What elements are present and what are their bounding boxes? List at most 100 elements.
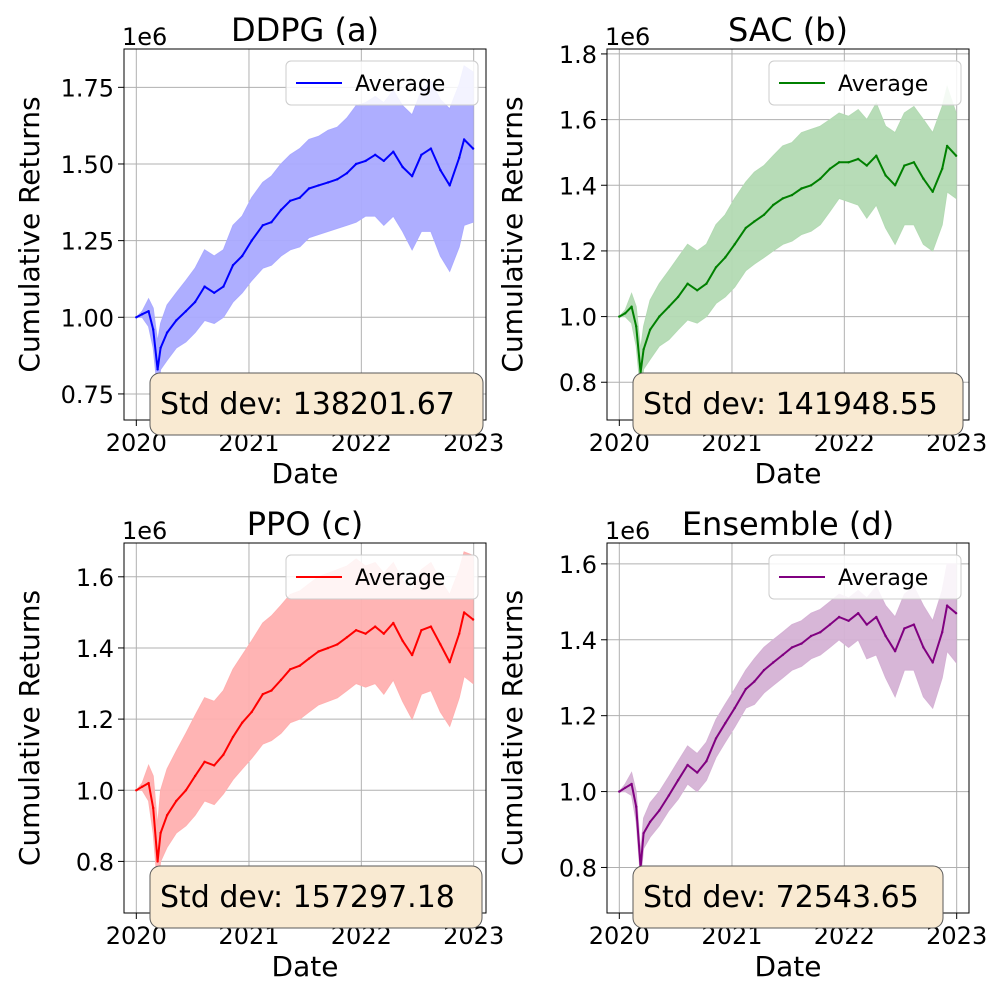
std-band bbox=[135, 65, 474, 391]
data-point bbox=[733, 243, 736, 246]
data-point bbox=[307, 657, 311, 660]
data-point bbox=[903, 627, 906, 630]
data-point bbox=[147, 781, 150, 785]
annotation-text: Std dev: 157297.18 bbox=[160, 880, 455, 915]
data-point bbox=[364, 159, 367, 163]
data-point bbox=[448, 661, 451, 664]
data-point bbox=[141, 785, 144, 788]
data-point bbox=[152, 328, 155, 331]
std-dev-annotation: Std dev: 138201.67 bbox=[149, 372, 484, 436]
data-point bbox=[241, 254, 244, 258]
data-point bbox=[317, 650, 320, 653]
y-tick-label: 1.0 bbox=[559, 779, 597, 807]
chart-title: DDPG (a) bbox=[231, 11, 379, 49]
data-point bbox=[931, 190, 934, 193]
y-tick-label: 1.2 bbox=[559, 238, 597, 266]
y-tick-label: 1.2 bbox=[559, 703, 597, 731]
annotation-box bbox=[149, 372, 484, 436]
data-point bbox=[912, 623, 916, 626]
y-tick-label: 1.4 bbox=[559, 172, 597, 200]
data-point bbox=[790, 646, 794, 649]
data-point bbox=[819, 631, 822, 634]
legend: Average bbox=[768, 60, 962, 106]
data-point bbox=[893, 184, 897, 187]
data-point bbox=[439, 643, 442, 646]
data-point bbox=[458, 156, 461, 159]
data-point bbox=[724, 256, 727, 259]
data-point bbox=[658, 315, 661, 318]
offset-text: 1e6 bbox=[605, 517, 650, 545]
data-point bbox=[147, 310, 150, 313]
data-point bbox=[410, 175, 414, 178]
data-point bbox=[354, 629, 358, 632]
data-point bbox=[809, 634, 813, 638]
data-point bbox=[667, 794, 671, 797]
data-point bbox=[213, 291, 216, 294]
data-point bbox=[800, 187, 803, 190]
data-point bbox=[410, 653, 414, 657]
data-point bbox=[222, 285, 225, 288]
annotation-box bbox=[632, 372, 964, 436]
data-point bbox=[213, 764, 216, 767]
data-point bbox=[175, 319, 178, 322]
data-point bbox=[345, 172, 349, 175]
data-point bbox=[270, 689, 273, 692]
data-point bbox=[686, 282, 689, 285]
data-point bbox=[401, 639, 404, 642]
data-point bbox=[857, 157, 860, 161]
offset-text: 1e6 bbox=[605, 23, 650, 51]
data-point bbox=[705, 282, 708, 285]
legend: Average bbox=[768, 554, 962, 600]
y-tick-label: 1.6 bbox=[559, 107, 597, 135]
data-point bbox=[724, 722, 727, 725]
data-point bbox=[165, 331, 169, 334]
data-point bbox=[781, 653, 784, 657]
data-point bbox=[828, 623, 832, 626]
chart-title: Ensemble (d) bbox=[682, 505, 894, 543]
data-point bbox=[753, 220, 756, 223]
data-point bbox=[471, 147, 475, 150]
y-tick-label: 1.75 bbox=[61, 74, 114, 102]
legend-label: Average bbox=[355, 72, 445, 97]
legend-label: Average bbox=[838, 566, 928, 591]
data-point bbox=[462, 611, 466, 614]
x-axis-label: Date bbox=[755, 457, 822, 490]
data-point bbox=[374, 625, 377, 628]
data-point bbox=[326, 181, 330, 184]
data-point bbox=[847, 619, 850, 622]
data-point bbox=[903, 164, 906, 167]
y-tick-label: 1.00 bbox=[61, 304, 114, 332]
data-point bbox=[635, 805, 638, 808]
data-point bbox=[289, 199, 292, 202]
data-point bbox=[884, 634, 887, 638]
data-point bbox=[686, 763, 689, 767]
data-point bbox=[448, 184, 451, 187]
legend-label: Average bbox=[838, 72, 928, 97]
data-point bbox=[931, 661, 934, 664]
offset-text: 1e6 bbox=[122, 23, 167, 51]
average-line bbox=[618, 144, 957, 374]
data-point bbox=[941, 631, 944, 634]
data-point bbox=[884, 174, 887, 177]
data-point bbox=[159, 831, 162, 835]
data-point bbox=[156, 860, 159, 863]
data-point bbox=[667, 305, 671, 308]
data-point bbox=[193, 300, 197, 304]
data-point bbox=[374, 153, 377, 156]
legend-box bbox=[285, 554, 479, 600]
data-point bbox=[875, 154, 878, 157]
y-axis-label: Cumulative Returns bbox=[13, 96, 46, 372]
data-point bbox=[156, 368, 159, 371]
legend: Average bbox=[285, 60, 479, 106]
data-point bbox=[618, 315, 621, 318]
data-point bbox=[744, 687, 747, 691]
y-tick-label: 1.50 bbox=[61, 151, 114, 179]
data-point bbox=[696, 771, 699, 774]
y-tick-label: 1.4 bbox=[76, 635, 114, 663]
data-point bbox=[624, 786, 627, 789]
annotation-text: Std dev: 141948.55 bbox=[643, 387, 938, 422]
